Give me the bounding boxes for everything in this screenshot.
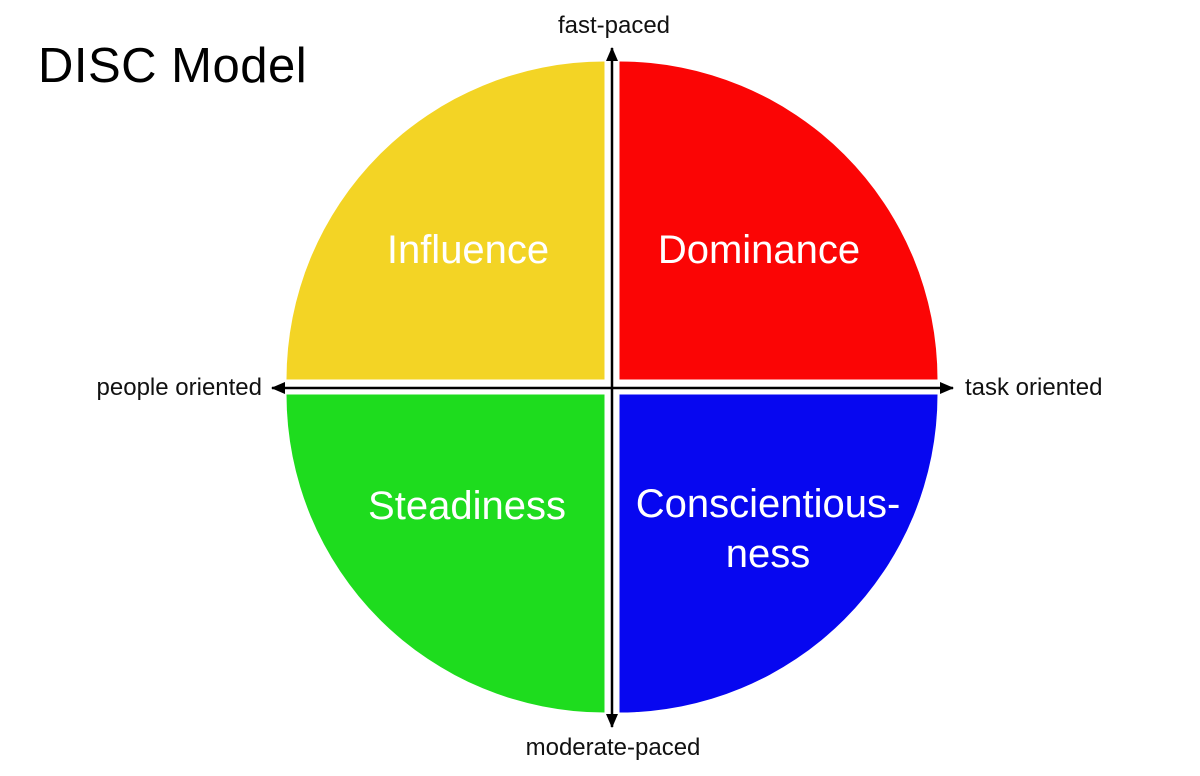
quadrant-label-influence: Influence xyxy=(386,228,550,272)
quadrant-label-steadiness: Steadiness xyxy=(368,484,566,528)
quadrant-label-line-1: Conscientious- xyxy=(635,482,901,526)
diagram-title: DISC Model xyxy=(38,39,308,93)
axis-label-task-oriented: task oriented xyxy=(965,374,1103,401)
steadiness-quadrant-shape xyxy=(286,394,605,713)
axis-label-moderate-paced: moderate-paced xyxy=(525,734,701,761)
quadrant-label-conscientiousness: Conscientious- ness xyxy=(636,479,901,579)
dominance-quadrant-shape xyxy=(619,61,938,380)
conscientiousness-quadrant-shape xyxy=(619,394,938,713)
influence-quadrant-shape xyxy=(286,61,605,380)
axis-label-people-oriented: people oriented xyxy=(96,374,262,401)
axis-label-fast-paced: fast-paced xyxy=(557,12,671,39)
quadrant-label-dominance: Dominance xyxy=(657,228,861,272)
quadrant-label-line-2: ness xyxy=(725,532,811,576)
